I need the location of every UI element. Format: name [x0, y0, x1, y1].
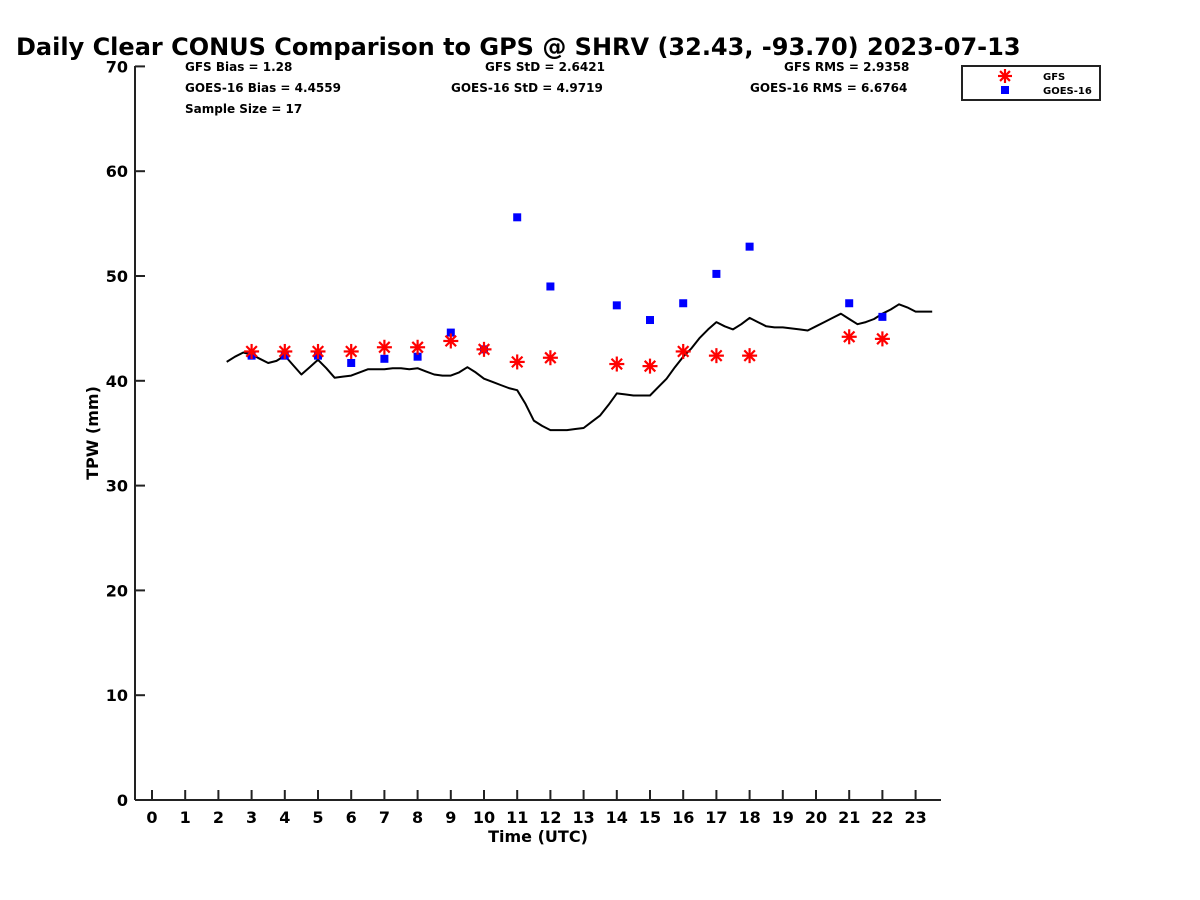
- x-tick-label: 23: [904, 808, 926, 827]
- gfs-point: [542, 350, 558, 366]
- gfs-point: [742, 348, 758, 364]
- gfs-point: [708, 348, 724, 364]
- x-tick-label: 4: [279, 808, 290, 827]
- goes16-point: [679, 299, 688, 308]
- x-tick-label: 12: [539, 808, 561, 827]
- gfs-point: [277, 343, 293, 359]
- goes16-point: [513, 213, 522, 222]
- gfs-point: [642, 358, 658, 374]
- goes16-point: [878, 312, 887, 321]
- x-tick-label: 7: [379, 808, 390, 827]
- x-tick-label: 20: [805, 808, 827, 827]
- x-tick-label: 18: [738, 808, 760, 827]
- gfs-point: [675, 343, 691, 359]
- y-tick-label: 60: [106, 162, 128, 181]
- y-tick-label: 40: [106, 372, 128, 391]
- gfs-point: [410, 339, 426, 355]
- goes16-point: [380, 354, 389, 363]
- goes16-point: [712, 269, 721, 278]
- gfs-point: [509, 354, 525, 370]
- goes16-point: [845, 299, 854, 308]
- x-tick-label: 16: [672, 808, 694, 827]
- legend-label: GOES-16: [1043, 86, 1092, 97]
- x-tick-label: 13: [572, 808, 594, 827]
- gfs-point: [244, 343, 260, 359]
- y-tick-label: 30: [106, 477, 128, 496]
- goes16-point: [347, 358, 356, 367]
- x-tick-label: 9: [445, 808, 456, 827]
- goes16-point: [612, 301, 621, 310]
- sample-size-text: Sample Size = 17: [185, 102, 302, 116]
- x-axis-label: Time (UTC): [488, 827, 588, 846]
- legend-box: [961, 65, 1101, 101]
- gfs-point: [476, 341, 492, 357]
- chart-title: Daily Clear CONUS Comparison to GPS @ SH…: [16, 33, 1021, 61]
- goes-bias-text: GOES-16 Bias = 4.4559: [185, 81, 341, 95]
- legend: GFS GOES-16: [961, 65, 1101, 101]
- x-tick-label: 8: [412, 808, 423, 827]
- x-tick-label: 17: [705, 808, 727, 827]
- y-ticks: 0 10 20 30 40 50 60 70: [106, 57, 145, 810]
- y-tick-label: 10: [106, 686, 128, 705]
- goes-std-text: GOES-16 StD = 4.9719: [451, 81, 603, 95]
- x-tick-label: 1: [180, 808, 191, 827]
- y-tick-label: 0: [117, 791, 128, 810]
- x-tick-label: 6: [346, 808, 357, 827]
- goes16-point: [546, 282, 555, 291]
- x-tick-label: 19: [772, 808, 794, 827]
- x-tick-label: 10: [473, 808, 495, 827]
- x-tick-label: 2: [213, 808, 224, 827]
- x-tick-label: 3: [246, 808, 257, 827]
- y-tick-label: 70: [106, 57, 128, 76]
- gfs-bias-text: GFS Bias = 1.28: [185, 60, 292, 74]
- y-tick-label: 20: [106, 581, 128, 600]
- gfs-std-text: GFS StD = 2.6421: [485, 60, 605, 74]
- x-tick-label: 11: [506, 808, 528, 827]
- legend-gfs-marker: [998, 69, 1012, 83]
- legend-goes16-marker: [1001, 86, 1009, 94]
- gfs-point: [376, 339, 392, 355]
- gps-tpw-line: [226, 303, 933, 432]
- x-ticks: 0 1 2 3 4 5 6 7 8 9 10 11 12 13 14 15 16 17 18 19 20 21 22 23: [146, 790, 927, 827]
- goes16-point: [646, 316, 654, 325]
- x-tick-label: 15: [639, 808, 661, 827]
- x-tick-label: 0: [146, 808, 157, 827]
- legend-label: GFS: [1043, 72, 1065, 83]
- gfs-point: [841, 329, 857, 345]
- x-tick-label: 14: [606, 808, 628, 827]
- goes16-point: [446, 328, 455, 337]
- x-tick-label: 5: [312, 808, 323, 827]
- x-tick-label: 21: [838, 808, 860, 827]
- y-axis-label: TPW (mm): [83, 386, 102, 480]
- goes16-point: [413, 352, 422, 361]
- x-tick-label: 22: [871, 808, 893, 827]
- gfs-point: [609, 356, 625, 372]
- gfs-point: [343, 343, 359, 359]
- gfs-point: [874, 331, 890, 347]
- gfs-point: [310, 343, 326, 359]
- plot-area: [226, 213, 933, 432]
- y-tick-label: 50: [106, 267, 128, 286]
- gfs-rms-text: GFS RMS = 2.9358: [784, 60, 909, 74]
- goes-rms-text: GOES-16 RMS = 6.6764: [750, 81, 907, 95]
- gfs-point: [443, 333, 459, 349]
- goes16-point: [745, 242, 754, 251]
